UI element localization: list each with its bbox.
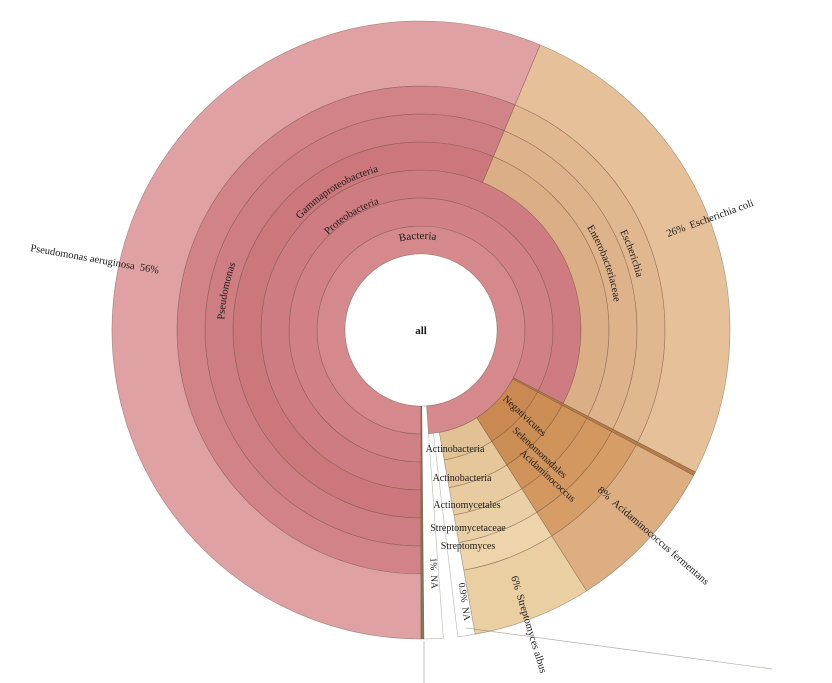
label-actinobacteria: Actinobacteria <box>433 473 492 484</box>
label-actinobacteria: Actinobacteria <box>426 444 485 455</box>
wedge-na[interactable] <box>433 432 476 638</box>
label-actinomycetales: Actinomycetales <box>433 500 500 511</box>
label-streptomycetaceae: Streptomycetaceae <box>430 523 506 534</box>
center-label-all: all <box>415 325 427 337</box>
label-bacteria: Bacteria <box>398 230 438 244</box>
label-streptomyces: Streptomyces <box>441 541 496 552</box>
wedge-pseudomonas-aeruginosa[interactable] <box>111 20 541 640</box>
label-na: 1% NA <box>427 558 438 590</box>
wedge-escherichia-coli[interactable] <box>514 44 731 473</box>
sunburst-center-hole[interactable] <box>344 253 498 407</box>
callout-leader-line <box>465 627 773 670</box>
